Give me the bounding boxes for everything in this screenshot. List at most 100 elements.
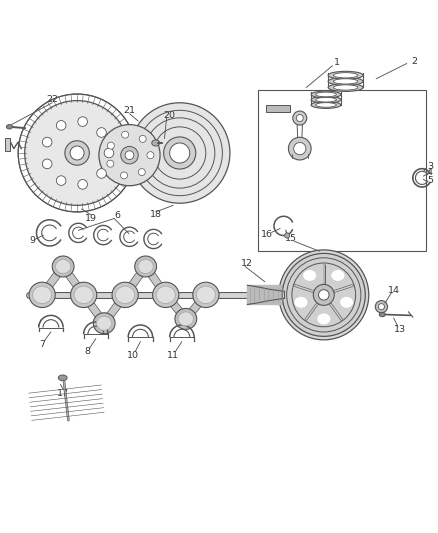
Circle shape — [138, 168, 145, 175]
Circle shape — [130, 103, 230, 203]
Ellipse shape — [333, 85, 358, 90]
Ellipse shape — [116, 286, 135, 304]
Ellipse shape — [156, 286, 175, 304]
Circle shape — [293, 111, 307, 125]
Ellipse shape — [303, 270, 316, 281]
Ellipse shape — [333, 72, 358, 78]
Ellipse shape — [93, 313, 115, 334]
Ellipse shape — [7, 125, 12, 129]
Text: 10: 10 — [127, 351, 138, 360]
Circle shape — [378, 304, 385, 310]
Circle shape — [122, 131, 129, 138]
Circle shape — [296, 115, 303, 122]
Circle shape — [107, 142, 114, 149]
Ellipse shape — [135, 256, 156, 277]
Ellipse shape — [112, 282, 138, 308]
Ellipse shape — [97, 168, 106, 178]
Circle shape — [121, 147, 138, 164]
Circle shape — [125, 151, 134, 159]
Text: 8: 8 — [84, 347, 90, 356]
Text: 5: 5 — [427, 175, 433, 184]
Text: 21: 21 — [124, 106, 135, 115]
Ellipse shape — [96, 316, 112, 330]
Circle shape — [65, 141, 89, 165]
Text: 16: 16 — [261, 230, 272, 239]
Text: 9: 9 — [30, 236, 35, 245]
Circle shape — [139, 135, 146, 142]
Ellipse shape — [315, 98, 336, 102]
Ellipse shape — [328, 77, 363, 85]
Ellipse shape — [152, 282, 179, 308]
Ellipse shape — [78, 180, 88, 189]
Ellipse shape — [57, 176, 66, 185]
Circle shape — [375, 301, 388, 313]
Ellipse shape — [138, 260, 153, 273]
Ellipse shape — [57, 120, 66, 130]
Ellipse shape — [56, 260, 71, 273]
Ellipse shape — [29, 282, 55, 308]
Circle shape — [170, 143, 190, 163]
Bar — [5, 138, 11, 151]
Text: 18: 18 — [150, 211, 162, 220]
Text: 14: 14 — [388, 286, 399, 295]
Ellipse shape — [104, 148, 114, 158]
Text: 7: 7 — [39, 340, 45, 349]
Circle shape — [283, 253, 365, 336]
Ellipse shape — [52, 256, 74, 277]
Ellipse shape — [315, 92, 336, 97]
Circle shape — [70, 146, 84, 160]
Ellipse shape — [71, 282, 97, 308]
Text: 3: 3 — [427, 161, 433, 171]
Text: 4: 4 — [427, 168, 433, 177]
Circle shape — [293, 142, 306, 155]
Circle shape — [107, 160, 114, 167]
Bar — [164, 147, 196, 159]
Circle shape — [120, 172, 127, 179]
Ellipse shape — [311, 91, 341, 98]
Ellipse shape — [294, 297, 307, 308]
Ellipse shape — [178, 312, 194, 326]
Ellipse shape — [196, 286, 215, 304]
Text: 2: 2 — [412, 57, 417, 66]
Ellipse shape — [32, 286, 52, 304]
Text: 1: 1 — [334, 58, 340, 67]
Text: 6: 6 — [115, 211, 121, 220]
Text: 19: 19 — [85, 214, 97, 223]
Text: 12: 12 — [240, 259, 252, 268]
Ellipse shape — [152, 140, 159, 146]
Circle shape — [147, 152, 154, 159]
Circle shape — [313, 285, 334, 305]
Ellipse shape — [42, 138, 52, 147]
Text: 17: 17 — [57, 389, 69, 398]
Circle shape — [99, 125, 160, 185]
Circle shape — [18, 94, 136, 212]
Ellipse shape — [315, 103, 336, 107]
Ellipse shape — [340, 297, 353, 308]
Circle shape — [285, 233, 290, 238]
Ellipse shape — [311, 101, 341, 108]
Ellipse shape — [379, 312, 385, 317]
Circle shape — [279, 250, 369, 340]
Text: 22: 22 — [46, 95, 58, 104]
Text: 20: 20 — [164, 111, 176, 120]
Ellipse shape — [333, 79, 358, 84]
Ellipse shape — [42, 159, 52, 168]
Ellipse shape — [58, 375, 67, 381]
Ellipse shape — [97, 128, 106, 138]
Ellipse shape — [328, 71, 363, 79]
Ellipse shape — [78, 117, 88, 126]
Circle shape — [164, 137, 196, 169]
Text: 13: 13 — [394, 325, 406, 334]
Ellipse shape — [328, 84, 363, 92]
Circle shape — [25, 101, 130, 205]
Text: 15: 15 — [285, 233, 297, 243]
Circle shape — [288, 138, 311, 160]
Ellipse shape — [193, 282, 219, 308]
Circle shape — [318, 289, 329, 300]
Text: 11: 11 — [167, 351, 179, 360]
Bar — [266, 104, 290, 111]
Ellipse shape — [332, 270, 344, 281]
Ellipse shape — [317, 313, 330, 325]
Ellipse shape — [175, 309, 197, 329]
Ellipse shape — [74, 286, 93, 304]
